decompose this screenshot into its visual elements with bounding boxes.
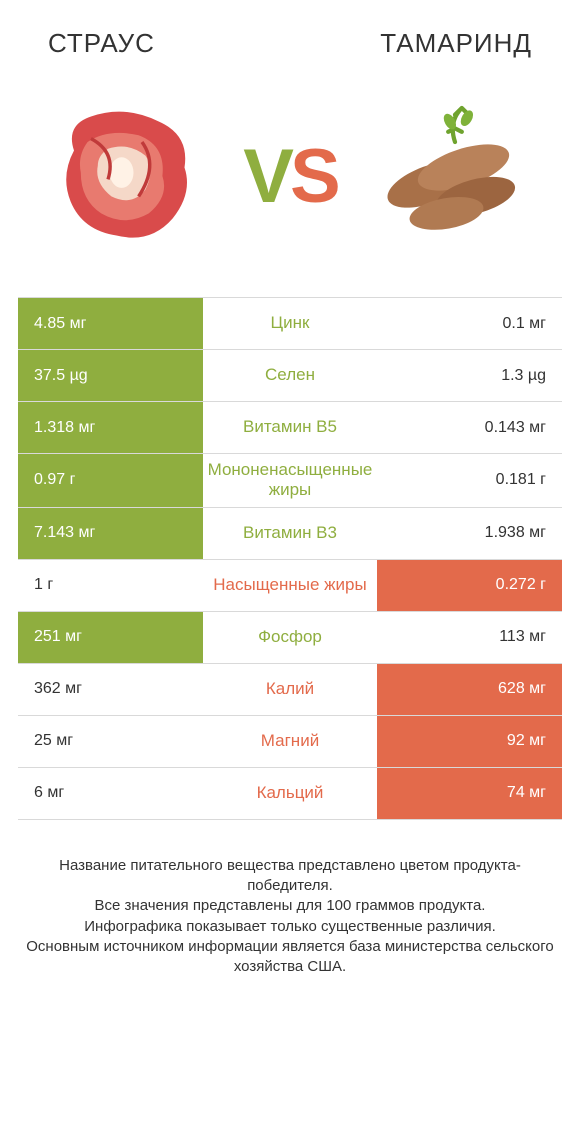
right-value: 74 мг — [377, 768, 562, 819]
table-row: 7.143 мгВитамин B31.938 мг — [18, 508, 562, 560]
footer-line-2: Все значения представлены для 100 граммо… — [18, 896, 562, 916]
right-value: 1.3 µg — [377, 350, 562, 401]
left-value: 7.143 мг — [18, 508, 203, 559]
right-value: 1.938 мг — [377, 508, 562, 559]
table-row: 4.85 мгЦинк0.1 мг — [18, 298, 562, 350]
table-row: 362 мгКалий628 мг — [18, 664, 562, 716]
table-row: 0.97 гМононенасыщенные жиры0.181 г — [18, 454, 562, 508]
right-value: 0.1 мг — [377, 298, 562, 349]
nutrient-name: Магний — [203, 716, 377, 767]
left-title: СТРАУС — [48, 28, 155, 59]
nutrient-name: Калий — [203, 664, 377, 715]
left-value: 6 мг — [18, 768, 203, 819]
left-value: 0.97 г — [18, 454, 203, 507]
nutrient-name: Цинк — [203, 298, 377, 349]
tamarind-icon — [370, 91, 540, 261]
left-value: 25 мг — [18, 716, 203, 767]
left-value: 362 мг — [18, 664, 203, 715]
footer-notes: Название питательного вещества представл… — [18, 856, 562, 978]
left-value: 4.85 мг — [18, 298, 203, 349]
nutrient-name: Кальций — [203, 768, 377, 819]
right-value: 0.143 мг — [377, 402, 562, 453]
right-value: 113 мг — [377, 612, 562, 663]
footer-line-4: Основным источником информации является … — [18, 937, 562, 978]
comparison-table: 4.85 мгЦинк0.1 мг37.5 µgСелен1.3 µg1.318… — [18, 297, 562, 820]
hero-row: VS — [0, 71, 580, 291]
left-value: 1 г — [18, 560, 203, 611]
right-title: ТАМАРИНД — [380, 28, 532, 59]
nutrient-name: Витамин B5 — [203, 402, 377, 453]
nutrient-name: Насыщенные жиры — [203, 560, 377, 611]
table-row: 1.318 мгВитамин B50.143 мг — [18, 402, 562, 454]
table-row: 251 мгФосфор113 мг — [18, 612, 562, 664]
left-value: 251 мг — [18, 612, 203, 663]
table-row: 37.5 µgСелен1.3 µg — [18, 350, 562, 402]
right-value: 92 мг — [377, 716, 562, 767]
vs-v: V — [243, 134, 290, 219]
nutrient-name: Селен — [203, 350, 377, 401]
right-value: 628 мг — [377, 664, 562, 715]
meat-icon — [40, 91, 210, 261]
right-product-image — [370, 91, 540, 261]
table-row: 6 мгКальций74 мг — [18, 768, 562, 820]
right-value: 0.181 г — [377, 454, 562, 507]
left-value: 37.5 µg — [18, 350, 203, 401]
nutrient-name: Фосфор — [203, 612, 377, 663]
right-value: 0.272 г — [377, 560, 562, 611]
table-row: 1 гНасыщенные жиры0.272 г — [18, 560, 562, 612]
vs-label: VS — [243, 133, 336, 220]
nutrient-name: Витамин B3 — [203, 508, 377, 559]
header: СТРАУС ТАМАРИНД — [0, 0, 580, 71]
table-row: 25 мгМагний92 мг — [18, 716, 562, 768]
vs-s: S — [290, 134, 337, 219]
footer-line-1: Название питательного вещества представл… — [18, 856, 562, 897]
nutrient-name: Мононенасыщенные жиры — [203, 454, 377, 507]
left-value: 1.318 мг — [18, 402, 203, 453]
footer-line-3: Инфографика показывает только существенн… — [18, 917, 562, 937]
left-product-image — [40, 91, 210, 261]
